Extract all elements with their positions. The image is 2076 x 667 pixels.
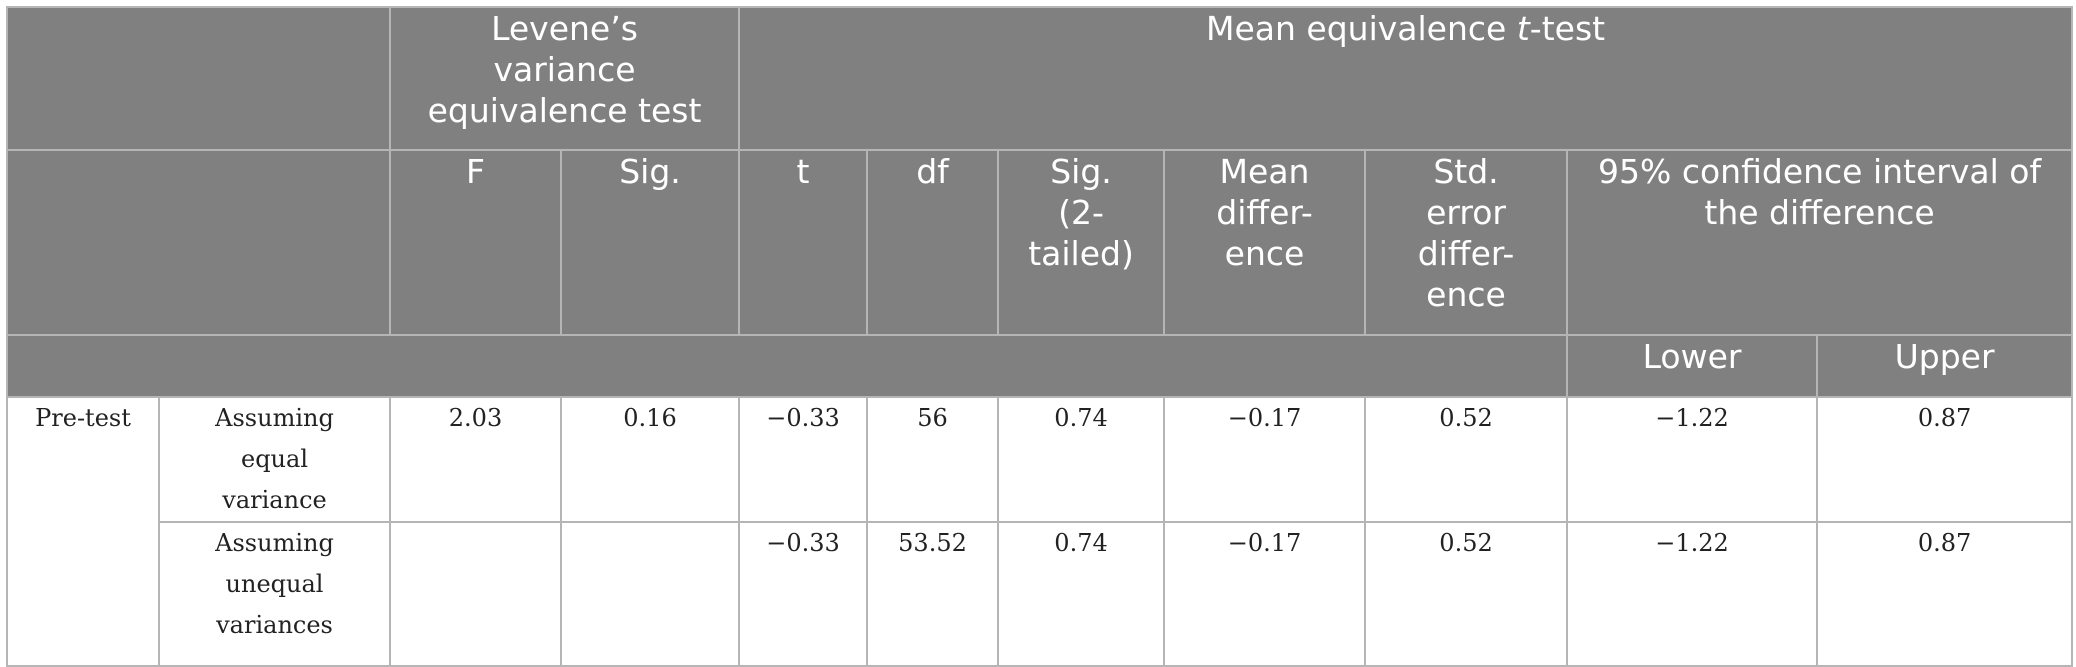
- col-header-df: df: [866, 149, 1000, 336]
- group-label-pre-test: Pre-test: [6, 396, 160, 667]
- header-row-ci-bounds: Lower Upper: [5, 334, 2074, 398]
- table-row: Pre-test Assuming equal variance 2.03 0.…: [6, 396, 2074, 667]
- cell-lower: −1.22: [1566, 521, 1819, 667]
- cell-std-error-difference: 0.52: [1364, 396, 1569, 523]
- cell-df: 53.52: [866, 521, 1000, 667]
- col-header-confidence-interval: 95% confidence interval of the differenc…: [1566, 149, 2074, 336]
- col-header-upper: Upper: [1816, 334, 2074, 398]
- header-blank-cell: [5, 334, 1569, 398]
- cell-f: 2.03: [389, 396, 562, 523]
- header-mean-t-test: Mean equivalence t-test: [738, 6, 2074, 151]
- row-label: Assuming unequal variances: [158, 521, 391, 667]
- col-header-sig: Sig.: [559, 149, 741, 336]
- table-row: Assuming unequal variances −0.33 53.52 0…: [7, 521, 2074, 667]
- col-header-t: t: [738, 149, 869, 336]
- cell-sig: 0.16: [559, 396, 741, 523]
- col-header-lower: Lower: [1566, 334, 1819, 398]
- cell-sig: [559, 521, 741, 667]
- cell-sig-2-tailed: 0.74: [997, 396, 1166, 523]
- t-test-results-table: Levene’s variance equivalence test Mean …: [5, 6, 2074, 667]
- cell-t: −0.33: [738, 521, 869, 667]
- cell-df: 56: [866, 396, 1000, 523]
- col-header-mean-difference: Mean differ-ence: [1163, 149, 1367, 336]
- header-blank-cell: [6, 6, 391, 151]
- col-header-f: F: [389, 149, 562, 336]
- cell-upper: 0.87: [1816, 396, 2074, 523]
- row-label: Assuming equal variance: [158, 396, 391, 523]
- col-header-sig-2-tailed: Sig. (2-tailed): [997, 149, 1166, 336]
- cell-mean-difference: −0.17: [1163, 521, 1367, 667]
- cell-f: [389, 521, 562, 667]
- col-header-std-error-difference: Std. error differ-ence: [1364, 149, 1569, 336]
- cell-std-error-difference: 0.52: [1364, 521, 1569, 667]
- header-row-groups: Levene’s variance equivalence test Mean …: [6, 6, 2074, 151]
- cell-mean-difference: −0.17: [1163, 396, 1367, 523]
- cell-sig-2-tailed: 0.74: [997, 521, 1166, 667]
- cell-upper: 0.87: [1816, 521, 2074, 667]
- header-levene-test: Levene’s variance equivalence test: [388, 6, 741, 151]
- cell-t: −0.33: [738, 396, 869, 523]
- header-row-columns: F Sig. t df Sig. (2-tailed) Mean differ-…: [6, 149, 2074, 336]
- header-blank-cell: [6, 149, 391, 336]
- cell-lower: −1.22: [1566, 396, 1819, 523]
